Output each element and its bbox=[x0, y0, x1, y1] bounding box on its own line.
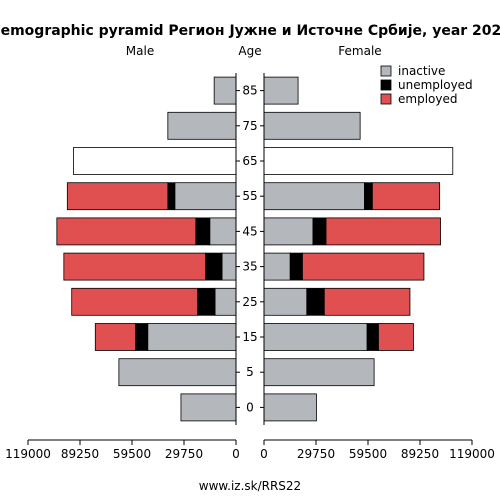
female-label: Female bbox=[338, 44, 381, 58]
female-bar-inactive-age-55 bbox=[263, 182, 365, 211]
female-bar-unemployed-age-15 bbox=[366, 323, 379, 351]
age-label-85: 85 bbox=[242, 84, 257, 98]
legend-swatch-inactive bbox=[380, 65, 392, 77]
legend-label-employed: employed bbox=[398, 92, 457, 106]
male-bar-inactive-age-15 bbox=[147, 323, 237, 351]
x-tick-label-left: 119000 bbox=[5, 447, 51, 461]
source-label: www.iz.sk/RRS22 bbox=[199, 479, 301, 493]
female-bar-employed-age-55 bbox=[371, 182, 441, 211]
x-tick-label-left: 89250 bbox=[61, 447, 99, 461]
legend-swatch-unemployed bbox=[380, 79, 392, 91]
x-tick-label-left: 0 bbox=[232, 447, 240, 461]
x-tick-label-right: 29750 bbox=[297, 447, 335, 461]
female-bar-inactive-age-35 bbox=[263, 252, 291, 281]
male-bar-inactive-age-65 bbox=[73, 147, 237, 175]
female-bar-inactive-age-15 bbox=[263, 323, 368, 351]
male-bar-inactive-age-75 bbox=[167, 111, 237, 140]
female-bar-employed-age-35 bbox=[302, 252, 425, 281]
x-tick-label-left: 59500 bbox=[113, 447, 151, 461]
female-bar-inactive-age-25 bbox=[263, 287, 308, 316]
female-bar-inactive-age-0 bbox=[263, 393, 317, 422]
male-bar-inactive-age-85 bbox=[213, 76, 237, 105]
male-bar-inactive-age-0 bbox=[180, 393, 237, 422]
male-bar-unemployed-age-15 bbox=[135, 323, 149, 351]
legend-label-unemployed: unemployed bbox=[398, 78, 473, 92]
male-bar-employed-age-55 bbox=[66, 182, 169, 211]
female-bar-employed-age-15 bbox=[378, 323, 414, 351]
age-label-45: 45 bbox=[242, 224, 257, 238]
female-bar-inactive-age-75 bbox=[263, 111, 361, 140]
age-label-25: 25 bbox=[242, 295, 257, 309]
axes-group: 0 0 29750 29750 59500 59500 89250 89250 119000 11… bbox=[5, 73, 495, 461]
male-bar-unemployed-age-55 bbox=[167, 182, 176, 211]
female-bar-unemployed-age-45 bbox=[312, 217, 327, 246]
legend-label-inactive: inactive bbox=[398, 64, 445, 78]
female-bar-unemployed-age-35 bbox=[289, 252, 303, 281]
male-bar-inactive-age-45 bbox=[209, 217, 237, 246]
age-label-15: 15 bbox=[242, 330, 257, 344]
age-label-55: 55 bbox=[242, 189, 257, 203]
female-bar-inactive-age-85 bbox=[263, 76, 299, 105]
age-label-5: 5 bbox=[246, 365, 254, 379]
x-tick-label-right: 89250 bbox=[401, 447, 439, 461]
legend-swatch-employed bbox=[380, 93, 392, 105]
male-bar-inactive-age-55 bbox=[174, 182, 237, 211]
female-bar-unemployed-age-55 bbox=[364, 182, 373, 211]
x-tick-label-right: 0 bbox=[260, 447, 268, 461]
age-label: Age bbox=[238, 44, 261, 58]
age-label-75: 75 bbox=[242, 119, 257, 133]
male-bar-inactive-age-25 bbox=[214, 287, 237, 316]
male-bar-employed-age-45 bbox=[56, 217, 197, 246]
male-bar-unemployed-age-25 bbox=[197, 287, 216, 316]
age-label-35: 35 bbox=[242, 260, 257, 274]
male-bar-unemployed-age-45 bbox=[195, 217, 211, 246]
male-bar-inactive-age-5 bbox=[118, 358, 237, 387]
female-bar-employed-age-25 bbox=[323, 287, 411, 316]
x-tick-label-right: 59500 bbox=[349, 447, 387, 461]
male-bar-unemployed-age-35 bbox=[205, 252, 223, 281]
x-tick-label-right: 119000 bbox=[449, 447, 495, 461]
female-bar-inactive-age-65 bbox=[263, 147, 454, 175]
chart-title: Demographic pyramid Регион Јужне и Источ… bbox=[0, 23, 500, 39]
bars-group bbox=[56, 76, 454, 422]
female-bar-inactive-age-45 bbox=[263, 217, 314, 246]
male-bar-employed-age-35 bbox=[63, 252, 206, 281]
age-labels-group: 0 5 15 25 35 45 55 65 75 85 bbox=[236, 84, 264, 414]
male-bar-employed-age-15 bbox=[94, 323, 136, 351]
age-label-0: 0 bbox=[246, 400, 254, 414]
male-label: Male bbox=[126, 44, 154, 58]
male-bar-inactive-age-35 bbox=[221, 252, 237, 281]
age-label-65: 65 bbox=[242, 154, 257, 168]
female-bar-inactive-age-5 bbox=[263, 358, 375, 387]
female-bar-unemployed-age-25 bbox=[306, 287, 325, 316]
female-bar-employed-age-45 bbox=[325, 217, 441, 246]
x-tick-label-left: 29750 bbox=[165, 447, 203, 461]
male-bar-employed-age-25 bbox=[71, 287, 198, 316]
